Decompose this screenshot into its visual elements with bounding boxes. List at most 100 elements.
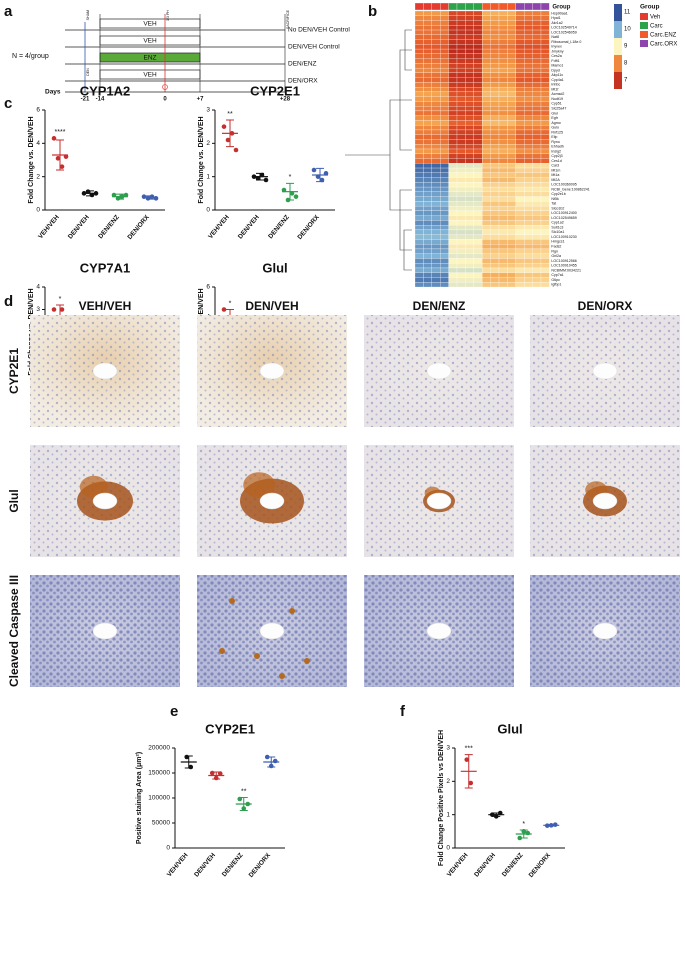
heatmap-cell (473, 248, 483, 254)
group-bar (414, 2, 424, 11)
heatmap-cell (498, 91, 508, 97)
heatmap-cell (448, 101, 458, 107)
data-point (293, 194, 299, 199)
heatmap-cell (540, 25, 550, 31)
heatmap-cell (440, 82, 449, 88)
heatmap-cell (414, 234, 424, 240)
heatmap-cell (490, 53, 500, 59)
heatmap-cell (532, 277, 542, 283)
heatmap-cell (490, 153, 500, 159)
heatmap-cell (414, 39, 424, 45)
heatmap-cell (456, 263, 466, 269)
heatmap-cell (448, 53, 458, 59)
heatmap-cell (414, 82, 424, 88)
heatmap-cell (440, 272, 449, 278)
heatmap-cell (431, 220, 441, 226)
heatmap-cell (465, 72, 474, 78)
heatmap-cell (440, 44, 449, 50)
heatmap-cell (448, 225, 458, 231)
heatmap-cell (490, 267, 500, 273)
heatmap-cell (507, 225, 516, 231)
heatmap-cell (540, 272, 550, 278)
heatmap-cell (431, 139, 441, 145)
heatmap-cell (473, 215, 483, 221)
heatmap-cell (448, 134, 458, 140)
heatmap-cell (490, 144, 500, 150)
heatmap-cell (540, 148, 550, 154)
heatmap-cell (448, 215, 458, 221)
x-tick-label: DEN/ENZ (501, 852, 525, 878)
gene-label: LOC102549659 (551, 216, 576, 220)
data-point (59, 164, 65, 169)
data-point (63, 154, 69, 159)
heatmap-cell (524, 96, 533, 102)
heatmap-cell (448, 96, 458, 102)
heatmap-cell (498, 63, 508, 69)
y-tick-label: 0 (446, 845, 450, 852)
heatmap-cell (465, 253, 474, 259)
heatmap-cell (482, 272, 491, 278)
heatmap-cell (414, 139, 424, 145)
gene-label: Cyp2e1b (551, 192, 565, 196)
heatmap-cell (423, 48, 432, 54)
heatmap-cell (532, 144, 542, 150)
heatmap-cell (456, 248, 466, 254)
y-axis-label: Positive staining Area (μm²) (136, 752, 143, 844)
heatmap-cell (465, 282, 474, 288)
heatmap-cell (540, 234, 550, 240)
heatmap-cell (498, 34, 508, 40)
heatmap-cell (507, 134, 516, 140)
heatmap-cell (423, 58, 432, 64)
heatmap-cell (532, 172, 542, 178)
heatmap-cell (498, 234, 508, 240)
stain (279, 673, 285, 679)
heatmap-cell (540, 39, 550, 45)
heatmap-cell (507, 44, 516, 50)
heatmap-cell (540, 10, 550, 16)
heatmap-cell (532, 191, 542, 197)
heatmap-cell (473, 153, 483, 159)
day-tick: +28 (280, 97, 291, 103)
heatmap-cell (456, 182, 466, 188)
gene-label: Slco1b2 (551, 206, 564, 210)
gene-label: LOC100910230 (551, 235, 576, 239)
heatmap-cell (456, 29, 466, 35)
gene-label: Car3 (551, 164, 559, 168)
x-tick-label: DEN/ENZ (267, 214, 291, 240)
significance: *** (465, 746, 473, 753)
heatmap-cell (498, 225, 508, 231)
heatmap-cell (540, 63, 550, 69)
heatmap-cell (540, 134, 550, 140)
heatmap-cell (440, 248, 449, 254)
heatmap-cell (465, 39, 474, 45)
heatmap-cell (515, 34, 525, 40)
heatmap-cell (423, 139, 432, 145)
heatmap-cell (524, 282, 533, 288)
x-tick-label: DEN/ORX (296, 213, 321, 241)
data-point (59, 307, 65, 312)
heatmap-cell (482, 110, 491, 116)
heatmap-cell (473, 125, 483, 131)
gene-label: G6pc (551, 278, 560, 282)
heatmap-cell (515, 129, 525, 135)
heatmap-cell (473, 44, 483, 50)
heatmap-cell (540, 191, 550, 197)
heatmap-cell (532, 20, 542, 26)
heatmap-cell (482, 144, 491, 150)
heatmap-cell (498, 201, 508, 207)
ph-marker (162, 84, 168, 90)
heatmap-cell (482, 39, 491, 45)
heatmap-cell (456, 253, 466, 259)
heatmap-cell (507, 177, 516, 183)
data-point (237, 796, 243, 802)
heatmap-cell (423, 210, 432, 216)
heatmap-cell (524, 115, 533, 121)
gene-label: Gulo (551, 126, 559, 130)
data-point (184, 754, 190, 760)
event-label: SHAM (86, 10, 90, 20)
heatmap-cell (465, 15, 474, 21)
heatmap-cell (490, 96, 500, 102)
heatmap-cell (448, 229, 458, 235)
heatmap-cell (414, 110, 424, 116)
heatmap-cell (473, 229, 483, 235)
